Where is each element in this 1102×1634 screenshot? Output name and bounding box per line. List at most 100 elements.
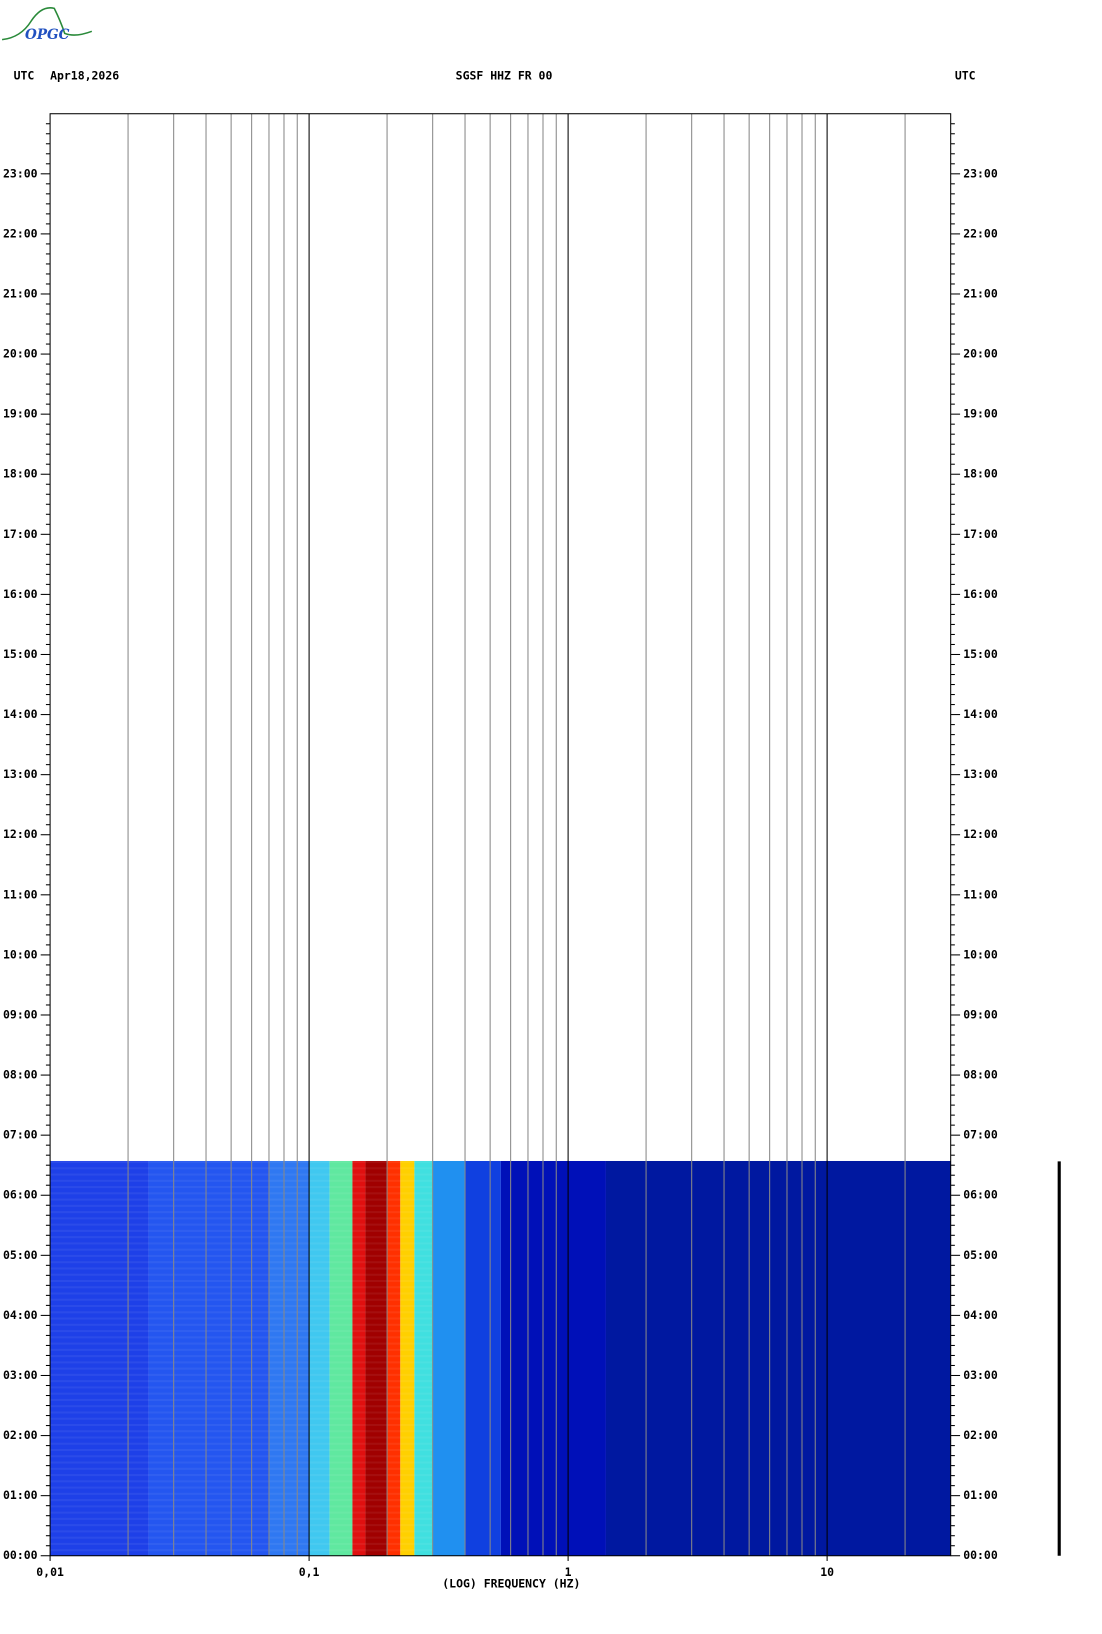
texture (50, 1474, 433, 1477)
y-tick-label: 17:00 (3, 527, 38, 541)
spectrogram-band (309, 1160, 330, 1556)
texture (50, 1279, 433, 1283)
y-tick-label-right: 01:00 (963, 1488, 998, 1502)
texture (50, 1505, 433, 1508)
spectrogram-band (268, 1160, 310, 1556)
texture (50, 1448, 433, 1452)
texture (50, 1530, 433, 1533)
texture (50, 1536, 433, 1539)
y-tick-label: 02:00 (3, 1428, 38, 1442)
texture (50, 1186, 433, 1189)
y-tick-label-right: 00:00 (963, 1548, 998, 1562)
texture (50, 1417, 433, 1420)
y-tick-label: 16:00 (3, 587, 38, 601)
left-label: UTC (14, 69, 35, 83)
x-tick-label: 0,01 (36, 1565, 64, 1579)
texture (50, 1436, 433, 1439)
y-tick-label: 08:00 (3, 1068, 38, 1082)
y-tick-label-right: 10:00 (963, 947, 998, 961)
spectrogram-band (400, 1160, 415, 1556)
date: Apr18,2026 (50, 69, 119, 83)
y-tick-label-right: 02:00 (963, 1428, 998, 1442)
texture (50, 1173, 433, 1176)
y-tick-label-right: 22:00 (963, 226, 998, 240)
y-tick-label-right: 09:00 (963, 1007, 998, 1021)
texture (50, 1261, 433, 1264)
spectrogram-band (50, 1160, 149, 1556)
y-tick-label-right: 05:00 (963, 1248, 998, 1262)
texture (50, 1229, 433, 1232)
y-tick-label-right: 03:00 (963, 1368, 998, 1382)
y-tick-label: 06:00 (3, 1188, 38, 1202)
texture (50, 1292, 433, 1295)
texture (50, 1499, 433, 1502)
y-tick-label: 14:00 (3, 707, 38, 721)
logo: OPGC (25, 27, 70, 43)
logo-curve (1, 7, 93, 41)
right-label: UTC (955, 69, 976, 83)
texture (50, 1179, 433, 1182)
texture (50, 1167, 433, 1170)
spectrogram-band (352, 1160, 366, 1556)
y-tick-label: 22:00 (3, 226, 38, 240)
texture (50, 1198, 433, 1201)
y-tick-label-right: 08:00 (963, 1068, 998, 1082)
y-tick-label: 20:00 (3, 347, 38, 361)
y-tick-label: 15:00 (3, 647, 38, 661)
y-tick-label-right: 16:00 (963, 587, 998, 601)
texture (50, 1348, 433, 1351)
texture (50, 1192, 433, 1195)
texture (50, 1486, 433, 1489)
y-tick-label: 11:00 (3, 887, 38, 901)
texture (50, 1542, 433, 1545)
y-tick-label: 12:00 (3, 827, 38, 841)
texture (50, 1392, 433, 1395)
y-tick-label-right: 11:00 (963, 887, 998, 901)
texture (50, 1380, 433, 1383)
texture (50, 1555, 433, 1558)
texture (50, 1423, 433, 1427)
y-tick-label-right: 18:00 (963, 467, 998, 481)
y-tick-label: 00:00 (3, 1548, 38, 1562)
spectrogram-band (605, 1160, 951, 1556)
y-tick-label: 04:00 (3, 1308, 38, 1322)
texture (50, 1223, 433, 1226)
spectrogram-band (329, 1160, 353, 1556)
texture (50, 1304, 433, 1308)
y-tick-label-right: 21:00 (963, 286, 998, 300)
texture (50, 1248, 433, 1251)
texture (50, 1323, 433, 1326)
texture (50, 1373, 433, 1376)
x-tick-label: 0,1 (299, 1565, 320, 1579)
texture (50, 1361, 433, 1364)
y-tick-label: 19:00 (3, 407, 38, 421)
y-tick-label-right: 06:00 (963, 1188, 998, 1202)
texture (50, 1211, 433, 1214)
texture (50, 1317, 433, 1320)
y-tick-label: 21:00 (3, 286, 38, 300)
spectrogram-band (365, 1160, 388, 1556)
y-tick-label: 09:00 (3, 1007, 38, 1021)
texture (50, 1405, 433, 1408)
texture (50, 1386, 433, 1389)
texture (50, 1273, 433, 1276)
texture (50, 1311, 433, 1314)
texture (50, 1342, 433, 1345)
y-tick-label-right: 04:00 (963, 1308, 998, 1322)
x-axis-label: (LOG) FREQUENCY (HZ) (442, 1576, 580, 1590)
texture (50, 1442, 433, 1445)
texture (50, 1286, 433, 1289)
y-tick-label: 05:00 (3, 1248, 38, 1262)
y-tick-label: 18:00 (3, 467, 38, 481)
texture (50, 1524, 433, 1527)
texture (50, 1480, 433, 1483)
texture (50, 1430, 433, 1433)
y-tick-label: 07:00 (3, 1128, 38, 1142)
texture (50, 1336, 433, 1339)
y-tick-label: 03:00 (3, 1368, 38, 1382)
spectrogram-band (500, 1160, 606, 1556)
texture (50, 1549, 433, 1552)
y-tick-label: 23:00 (3, 166, 38, 180)
y-tick-label-right: 07:00 (963, 1128, 998, 1142)
x-tick-label: 1 (565, 1565, 572, 1579)
